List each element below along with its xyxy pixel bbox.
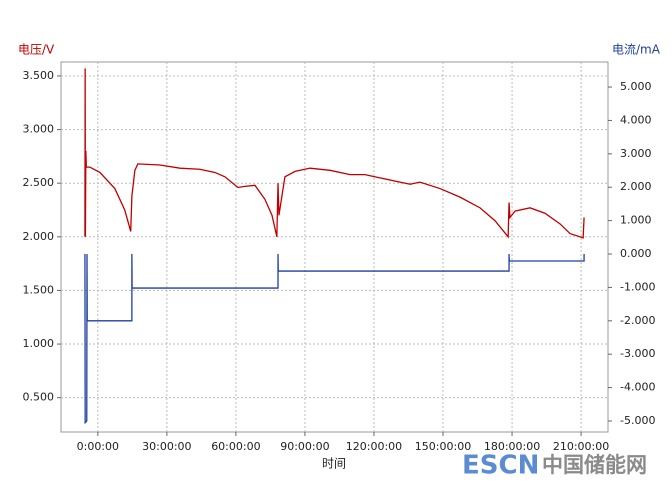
y2-tick-label: -3.000 bbox=[620, 347, 655, 360]
y2-tick-label: 5.000 bbox=[620, 80, 652, 93]
y-tick-label: 3.000 bbox=[23, 123, 55, 136]
x-tick-label: 60:00:00 bbox=[211, 440, 260, 453]
x-tick-label: 150:00:00 bbox=[415, 440, 471, 453]
plot-area bbox=[60, 61, 609, 433]
y-tick-label: 1.000 bbox=[23, 337, 55, 350]
x-tick-label: 210:00:00 bbox=[553, 440, 609, 453]
y2-tick-label: 0.000 bbox=[620, 247, 652, 260]
y2-axis-title: 电流/mA bbox=[612, 43, 661, 57]
x-tick-label: 0:00:00 bbox=[77, 440, 119, 453]
y2-tick-label: 2.000 bbox=[620, 180, 652, 193]
y2-tick-label: -4.000 bbox=[620, 381, 655, 394]
x-tick-label: 30:00:00 bbox=[142, 440, 191, 453]
y-tick-label: 0.500 bbox=[23, 391, 55, 404]
y-tick-label: 1.500 bbox=[23, 283, 55, 296]
watermark-text: 中国储能网 bbox=[542, 453, 647, 477]
x-tick-label: 180:00:00 bbox=[484, 440, 540, 453]
y-tick-label: 2.500 bbox=[23, 176, 55, 189]
x-axis-title: 时间 bbox=[322, 457, 346, 471]
series-line bbox=[84, 253, 585, 425]
y2-tick-label: 1.000 bbox=[620, 214, 652, 227]
y2-tick-label: -5.000 bbox=[620, 414, 655, 427]
y-axis-title: 电压/V bbox=[18, 43, 55, 57]
watermark-logo: ESCN bbox=[462, 451, 539, 481]
y2-tick-label: 4.000 bbox=[620, 113, 652, 126]
series-line bbox=[84, 68, 585, 239]
y2-tick-label: -1.000 bbox=[620, 280, 655, 293]
y-tick-label: 2.000 bbox=[23, 230, 55, 243]
y-tick-label: 3.500 bbox=[23, 69, 55, 82]
y2-tick-label: -2.000 bbox=[620, 314, 655, 327]
x-tick-label: 120:00:00 bbox=[346, 440, 402, 453]
x-tick-label: 90:00:00 bbox=[280, 440, 329, 453]
y2-tick-label: 3.000 bbox=[620, 147, 652, 160]
